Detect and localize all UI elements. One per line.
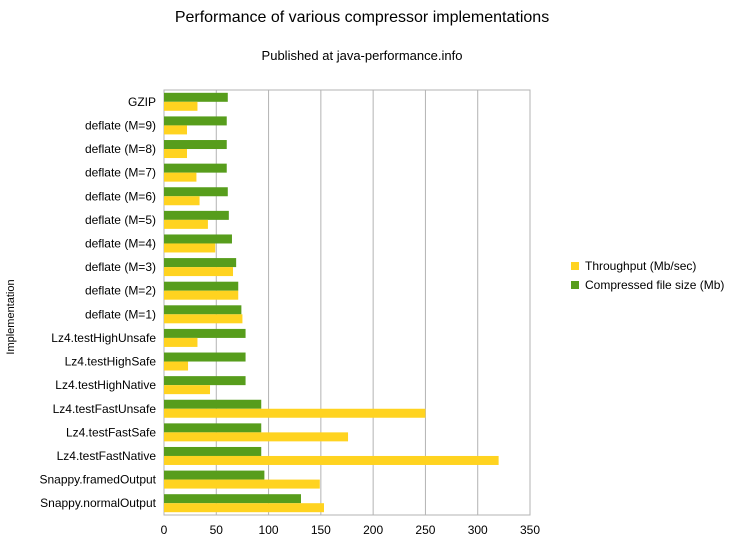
category-label: Lz4.testFastSafe [66, 425, 156, 439]
x-tick-label: 0 [161, 523, 168, 537]
bar-throughput [164, 172, 197, 182]
category-label: deflate (M=4) [85, 236, 156, 250]
bar-compressed-size [164, 470, 265, 480]
bar-compressed-size [164, 328, 246, 338]
bar-throughput [164, 125, 188, 135]
category-label: deflate (M=8) [85, 142, 156, 156]
category-label: deflate (M=5) [85, 213, 156, 227]
bar-compressed-size [164, 305, 242, 315]
legend-swatch-compressed-size [571, 281, 579, 289]
bars [164, 92, 499, 513]
bar-throughput [164, 361, 189, 371]
x-tick-label: 200 [363, 523, 383, 537]
bar-throughput [164, 455, 499, 465]
category-label: Lz4.testHighNative [55, 378, 156, 392]
x-tick-label: 150 [311, 523, 331, 537]
x-tick-label: 100 [259, 523, 279, 537]
grid-lines [163, 90, 531, 515]
x-tick-label: 250 [415, 523, 435, 537]
bar-throughput [164, 101, 198, 111]
bar-throughput [164, 432, 349, 442]
bar-compressed-size [164, 210, 229, 220]
bar-throughput [164, 408, 426, 418]
category-label: deflate (M=1) [85, 307, 156, 321]
chart-title: Performance of various compressor implem… [175, 9, 549, 26]
category-label: deflate (M=2) [85, 284, 156, 298]
bar-compressed-size [164, 494, 301, 504]
bar-throughput [164, 385, 211, 395]
x-tick-labels: 0 50 100 150 200 250 300 350 [161, 523, 541, 537]
bar-compressed-size [164, 92, 228, 102]
bar-throughput [164, 479, 320, 489]
legend-label-compressed-size: Compressed file size (Mb) [585, 278, 724, 292]
bar-throughput [164, 337, 198, 347]
category-label: Snappy.normalOutput [40, 496, 157, 510]
bar-compressed-size [164, 116, 227, 126]
category-label: deflate (M=6) [85, 189, 156, 203]
bar-compressed-size [164, 423, 262, 433]
legend-label-throughput: Throughput (Mb/sec) [585, 259, 696, 273]
bar-compressed-size [164, 187, 228, 197]
category-label: deflate (M=3) [85, 260, 156, 274]
x-tick-label: 50 [210, 523, 224, 537]
bar-throughput [164, 149, 188, 159]
bar-compressed-size [164, 446, 262, 456]
bar-compressed-size [164, 163, 227, 173]
category-label: Lz4.testHighSafe [65, 355, 157, 369]
bar-compressed-size [164, 399, 262, 409]
legend-swatch-throughput [571, 262, 579, 270]
category-label: GZIP [128, 95, 156, 109]
category-label: deflate (M=7) [85, 166, 156, 180]
category-label: deflate (M=9) [85, 118, 156, 132]
bar-throughput [164, 243, 216, 253]
bar-throughput [164, 290, 239, 300]
bar-compressed-size [164, 140, 227, 150]
category-label: Lz4.testHighUnsafe [51, 331, 156, 345]
y-axis-label: Implementation [5, 279, 17, 354]
bar-throughput [164, 267, 234, 277]
bar-compressed-size [164, 352, 246, 362]
bar-throughput [164, 219, 208, 229]
bar-compressed-size [164, 258, 237, 268]
bar-compressed-size [164, 234, 232, 244]
bar-throughput [164, 503, 324, 513]
x-tick-label: 300 [468, 523, 488, 537]
plot-area [163, 89, 531, 516]
category-label: Lz4.testFastUnsafe [53, 402, 157, 416]
bar-throughput [164, 196, 200, 206]
x-tick-label: 350 [520, 523, 540, 537]
category-label: Snappy.framedOutput [39, 473, 156, 487]
category-labels: GZIP deflate (M=9) deflate (M=8) deflate (M… [39, 95, 156, 510]
legend: Throughput (Mb/sec) Compressed file size… [571, 259, 724, 292]
bar-throughput [164, 314, 243, 324]
category-label: Lz4.testFastNative [57, 449, 157, 463]
bar-compressed-size [164, 281, 239, 291]
chart-subtitle: Published at java-performance.info [262, 48, 463, 63]
bar-compressed-size [164, 376, 246, 386]
